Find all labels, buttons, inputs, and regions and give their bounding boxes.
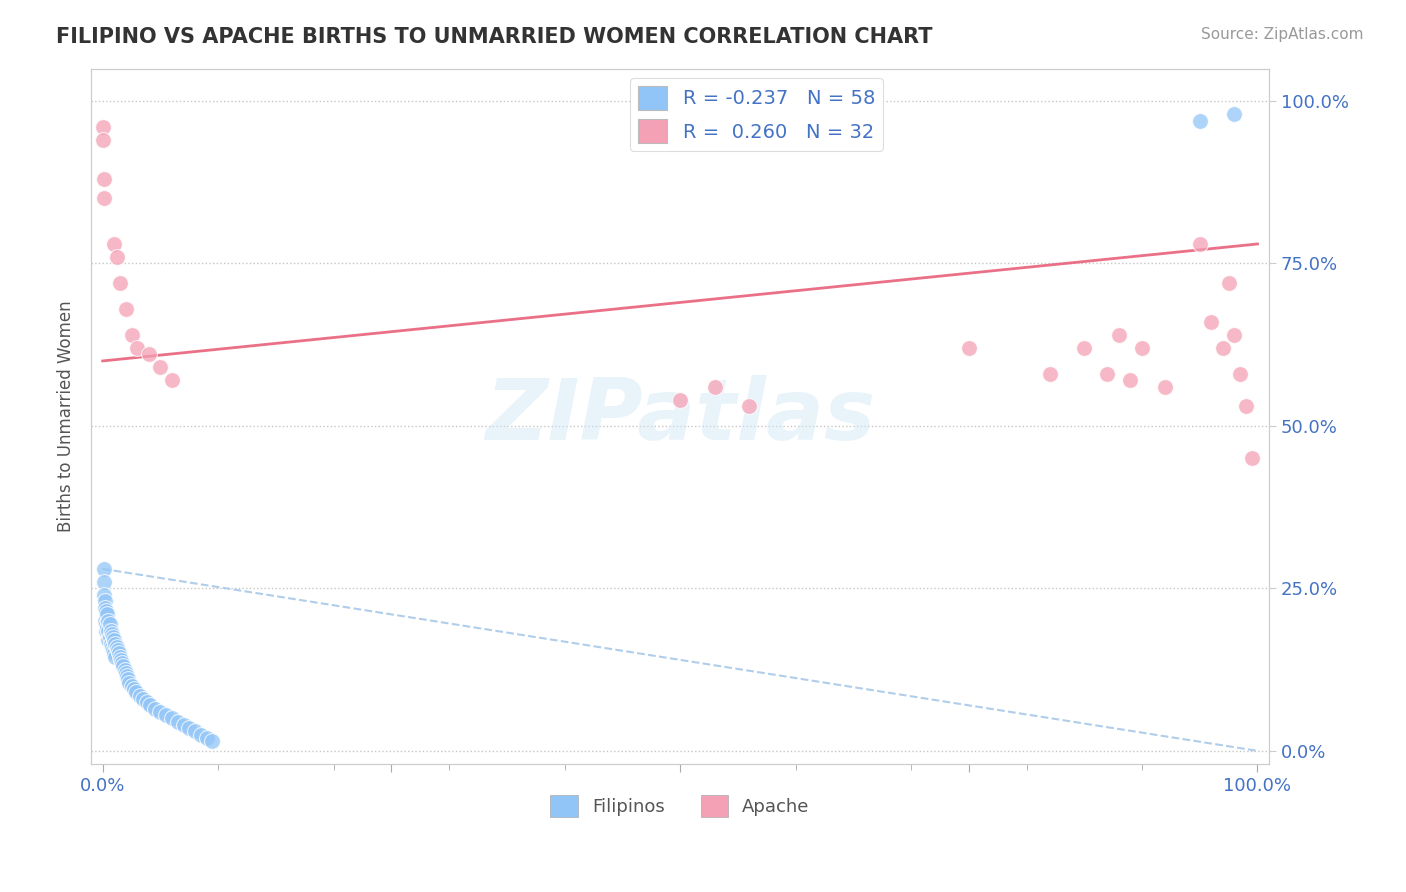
Point — [1073, 341, 1095, 355]
Point — [132, 691, 155, 706]
Point — [96, 620, 118, 634]
Point — [91, 133, 114, 147]
Point — [104, 637, 127, 651]
Text: Source: ZipAtlas.com: Source: ZipAtlas.com — [1201, 27, 1364, 42]
Point — [127, 341, 149, 355]
Point — [101, 643, 124, 657]
Point — [179, 721, 201, 735]
Point — [115, 669, 138, 683]
Point — [108, 276, 131, 290]
Point — [93, 574, 115, 589]
Point — [93, 172, 115, 186]
Point — [100, 624, 122, 638]
Point — [184, 724, 207, 739]
Point — [103, 646, 125, 660]
Point — [957, 341, 980, 355]
Point — [105, 250, 128, 264]
Point — [96, 607, 118, 622]
Point — [143, 701, 166, 715]
Point — [1108, 327, 1130, 342]
Point — [173, 718, 195, 732]
Point — [1097, 367, 1119, 381]
Point — [108, 646, 131, 660]
Point — [669, 392, 692, 407]
Point — [190, 728, 212, 742]
Point — [121, 679, 143, 693]
Text: ZIPatlas: ZIPatlas — [485, 375, 875, 458]
Point — [108, 649, 131, 664]
Point — [94, 600, 117, 615]
Point — [111, 656, 134, 670]
Point — [1234, 400, 1257, 414]
Point — [110, 653, 132, 667]
Point — [738, 400, 761, 414]
Point — [114, 663, 136, 677]
Point — [97, 633, 120, 648]
Point — [1240, 451, 1263, 466]
Text: FILIPINO VS APACHE BIRTHS TO UNMARRIED WOMEN CORRELATION CHART: FILIPINO VS APACHE BIRTHS TO UNMARRIED W… — [56, 27, 932, 46]
Point — [103, 237, 125, 252]
Point — [1223, 327, 1246, 342]
Point — [94, 594, 117, 608]
Point — [149, 705, 172, 719]
Point — [155, 708, 177, 723]
Point — [98, 617, 121, 632]
Point — [195, 731, 218, 745]
Point — [1188, 237, 1211, 252]
Point — [96, 617, 118, 632]
Point — [97, 614, 120, 628]
Point — [96, 604, 118, 618]
Point — [118, 675, 141, 690]
Point — [1201, 315, 1223, 329]
Point — [93, 562, 115, 576]
Point — [1223, 107, 1246, 121]
Point — [91, 120, 114, 134]
Point — [101, 630, 124, 644]
Point — [1119, 373, 1142, 387]
Point — [117, 673, 139, 687]
Point — [93, 192, 115, 206]
Point — [97, 624, 120, 638]
Point — [114, 665, 136, 680]
Point — [166, 714, 188, 729]
Point — [201, 734, 224, 748]
Point — [125, 685, 148, 699]
Point — [160, 711, 183, 725]
Point — [1229, 367, 1251, 381]
Point — [149, 360, 172, 375]
Point — [101, 627, 124, 641]
Point — [1130, 341, 1153, 355]
Point — [93, 588, 115, 602]
Point — [94, 614, 117, 628]
Point — [1212, 341, 1234, 355]
Point — [139, 698, 162, 713]
Y-axis label: Births to Unmarried Women: Births to Unmarried Women — [58, 301, 75, 532]
Point — [122, 682, 145, 697]
Point — [1154, 380, 1177, 394]
Point — [703, 380, 725, 394]
Point — [121, 327, 143, 342]
Point — [128, 689, 150, 703]
Point — [1039, 367, 1062, 381]
Point — [103, 633, 125, 648]
Point — [160, 373, 183, 387]
Point — [107, 643, 129, 657]
Point — [1218, 276, 1240, 290]
Point — [98, 630, 121, 644]
Point — [1188, 113, 1211, 128]
Point — [101, 640, 124, 654]
Point — [114, 301, 136, 316]
Legend: Filipinos, Apache: Filipinos, Apache — [543, 788, 817, 824]
Point — [135, 695, 157, 709]
Point — [100, 637, 122, 651]
Point — [104, 649, 127, 664]
Point — [112, 659, 135, 673]
Point — [96, 624, 118, 638]
Point — [138, 347, 160, 361]
Point — [105, 640, 128, 654]
